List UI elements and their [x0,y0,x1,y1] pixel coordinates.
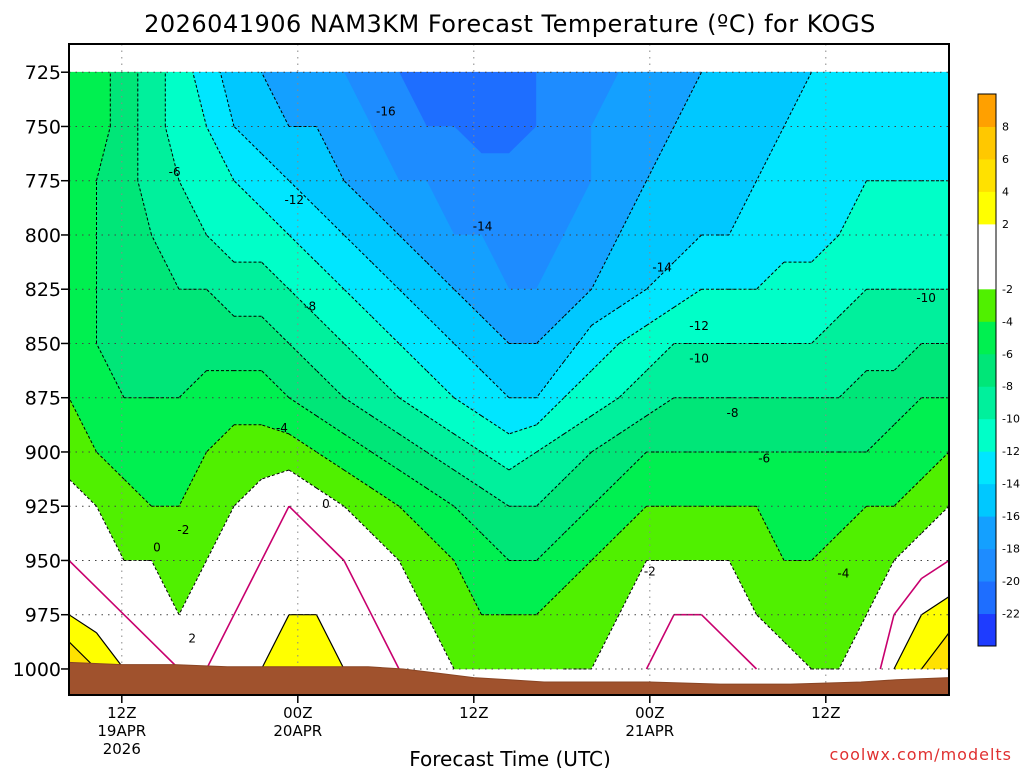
plot-frame [68,43,950,696]
colorbar-label: -18 [1002,543,1020,556]
y-tick-label: 975 [25,605,61,627]
contour-label: -12 [689,319,709,333]
isotherm-0-freezing [69,505,949,670]
colorbar-label: -8 [1002,380,1013,393]
y-tick-label: 950 [25,550,61,572]
colorbar-label: 2 [1002,218,1009,231]
y-axis: 725 750 775 800 825 850 875 900 925 950 975 1000 [13,62,69,681]
colorbar-label: -4 [1002,315,1013,328]
y-tick-label: 775 [25,171,61,193]
isotherm--14 [219,71,812,399]
colorbar-label: -22 [1002,608,1020,621]
contour-label: -12 [284,193,304,207]
colorbar-swatch [978,256,996,290]
colorbar-label: -6 [1002,348,1013,361]
colorbar-swatch [978,353,996,387]
colorbar-swatch [978,223,996,257]
contour-label: 0 [153,540,161,554]
colorbar-swatch [978,191,996,225]
colorbar-swatch [978,516,996,550]
colorbar-label: -20 [1002,575,1020,588]
contour-label: -10 [689,352,709,366]
colorbar-swatch [978,548,996,582]
colorbar-label: 4 [1002,185,1009,198]
colorbar-swatch [978,386,996,420]
colorbar-swatch [978,613,996,647]
colorbar-swatch [978,321,996,355]
ground-layer [69,661,949,695]
credit-text: coolwx.com/modelts [830,745,1012,764]
y-tick-label: 800 [25,225,61,247]
y-tick-label: 825 [25,279,61,301]
colorbar-swatch [978,288,996,322]
chart-title: 2026041906 NAM3KM Forecast Temperature (… [144,10,876,38]
isotherm--10 [164,72,949,471]
gridlines [69,44,949,695]
contour-label: -8 [727,406,739,420]
y-tick-label: 925 [25,496,61,518]
contour-label: -2 [177,523,189,537]
colorbar-swatch [978,451,996,485]
contour-label: 2 [188,632,196,646]
contour-label: -14 [473,219,493,233]
y-tick-label: 725 [25,62,61,84]
contour-label: -8 [304,300,316,314]
colorbar-label: -12 [1002,445,1020,458]
y-tick-label: 750 [25,116,61,138]
x-axis-title: Forecast Time (UTC) [409,747,611,768]
x-tick-label: 21APR [625,722,674,740]
x-tick-label: 12Z [459,704,488,722]
contour-label: 0 [322,497,330,511]
contour-label: -16 [376,104,396,118]
ground-surface [69,661,949,695]
colorbar-swatch [978,581,996,615]
contour-labels: -16 -12 -14 -14 -10 -8 -12 -10 -6 -8 -4 -6 0 -2 0 -2 -4 2 [153,104,936,645]
colorbar-label: -14 [1002,478,1020,491]
contour-label: -10 [916,291,936,305]
isotherm--12 [192,72,949,435]
x-tick-label: 19APR [97,722,146,740]
isotherm--2 [69,469,949,670]
x-tick-label: 12Z [107,704,136,722]
y-tick-label: 875 [25,388,61,410]
colorbar-label: -2 [1002,283,1013,296]
contour-label: -4 [837,566,849,580]
y-tick-label: 900 [25,442,61,464]
colorbar-label: -16 [1002,510,1020,523]
isotherm--6 [96,72,949,561]
contour-label: -6 [758,451,770,465]
x-tick-label: 2026 [103,740,141,758]
y-tick-label: 1000 [13,659,61,681]
contour-label: -6 [169,165,181,179]
temperature-fill-layer [69,71,949,670]
y-tick-label: 850 [25,333,61,355]
colorbar-swatch [978,483,996,517]
colorbar-swatch [978,126,996,160]
x-tick-label: 00Z [283,704,312,722]
contour-label: -2 [644,564,656,578]
colorbar-swatch [978,158,996,192]
colorbar-frame [977,93,997,647]
x-tick-label: 20APR [273,722,322,740]
x-tick-label: 00Z [635,704,664,722]
colorbar-label: 6 [1002,153,1009,166]
colorbar-swatch [978,94,996,127]
x-tick-label: 12Z [811,704,840,722]
colorbar-label: 8 [1002,120,1009,133]
contour-label: -14 [652,261,672,275]
colorbar-swatch [978,418,996,452]
contour-label: -4 [276,421,288,435]
colorbar-label: -10 [1002,413,1020,426]
